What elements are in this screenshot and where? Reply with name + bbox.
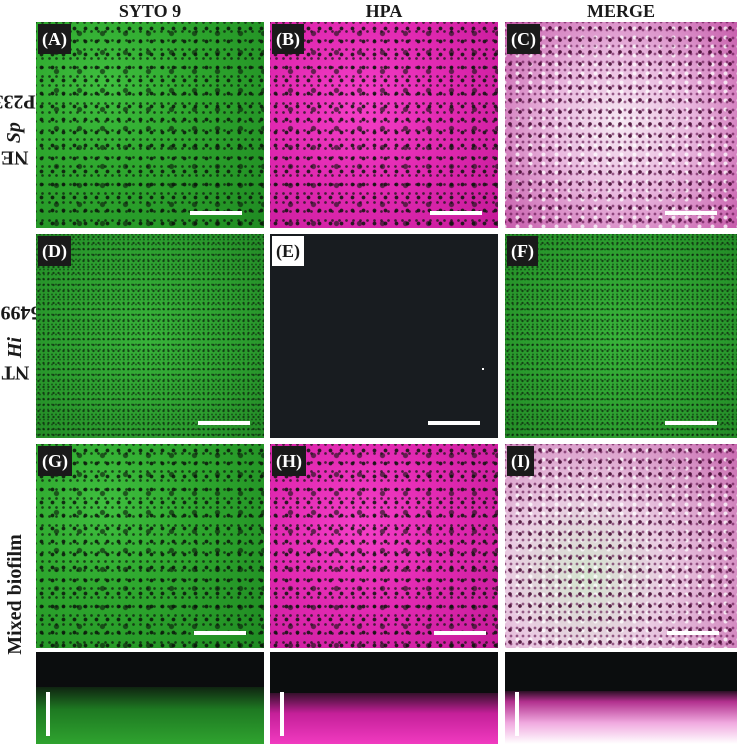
image-panel-b: (B) <box>270 22 498 228</box>
panel-label-c: (C) <box>507 24 540 54</box>
z-scale-bar <box>46 692 50 736</box>
panel-label-d: (D) <box>38 236 71 266</box>
z-stack-strip-merge <box>505 652 737 744</box>
z-stack-strip-hpa <box>270 652 498 744</box>
image-panel-f: (F) <box>505 234 737 438</box>
z-scale-bar <box>515 692 519 736</box>
z-stack-strip-syto9 <box>36 652 264 744</box>
row-label-mixed-biofilm: Mixed biofilm <box>3 533 26 655</box>
microscopy-texture <box>36 234 264 438</box>
scale-bar <box>430 211 482 215</box>
column-header-hpa: HPA <box>365 1 403 21</box>
scale-bar <box>190 211 242 215</box>
biofilm-depth-profile <box>505 690 737 744</box>
z-scale-bar <box>280 692 284 736</box>
panel-label-b: (B) <box>272 24 304 54</box>
scale-bar <box>665 421 717 425</box>
microscopy-texture <box>36 22 264 228</box>
column-header-merge: MERGE <box>586 1 655 21</box>
microscopy-texture <box>505 444 737 648</box>
image-panel-h: (H) <box>270 444 498 648</box>
image-panel-c: (C) <box>505 22 737 228</box>
image-panel-g: (G) <box>36 444 264 648</box>
image-panel-d: (D) <box>36 234 264 438</box>
panel-label-i: (I) <box>507 446 534 476</box>
scale-bar <box>194 631 246 635</box>
biofilm-depth-profile <box>270 693 498 744</box>
microscopy-texture <box>505 22 737 228</box>
microscopy-texture <box>36 444 264 648</box>
panel-label-e: (E) <box>272 236 304 266</box>
microscopy-texture <box>505 234 737 438</box>
microscopy-texture <box>270 444 498 648</box>
column-header-syto9: SYTO 9 <box>118 1 182 21</box>
panel-label-h: (H) <box>272 446 306 476</box>
row-label-nesp: NESp P233 <box>0 90 37 169</box>
scale-bar <box>198 421 250 425</box>
row-label-nthi: NTHi 54997 <box>0 301 41 384</box>
image-panel-e: (E) <box>270 234 498 438</box>
image-panel-a: (A) <box>36 22 264 228</box>
microscopy-texture <box>270 22 498 228</box>
scale-bar <box>428 421 480 425</box>
panel-label-a: (A) <box>38 24 71 54</box>
scale-bar <box>434 631 486 635</box>
image-panel-i: (I) <box>505 444 737 648</box>
scale-bar <box>665 211 717 215</box>
biofilm-depth-profile <box>36 686 264 744</box>
speck <box>482 368 484 370</box>
panel-label-g: (G) <box>38 446 72 476</box>
scale-bar <box>667 631 719 635</box>
panel-label-f: (F) <box>507 236 538 266</box>
